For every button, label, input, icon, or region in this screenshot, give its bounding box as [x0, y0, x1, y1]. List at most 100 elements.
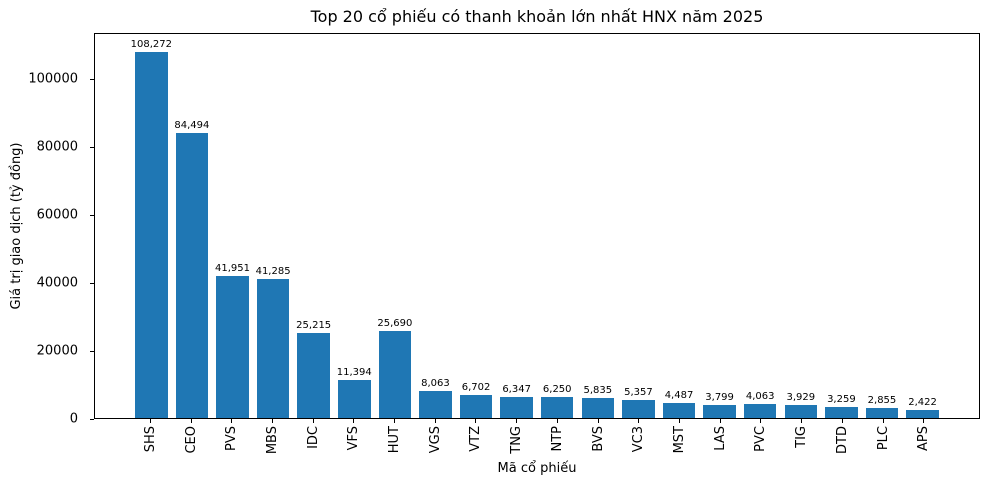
bar-idc [297, 332, 330, 418]
x-tick-label-pvs: PVS [224, 426, 240, 451]
x-tick-label-shs: SHS [142, 426, 158, 453]
bar-tig [784, 404, 818, 418]
x-tick-label-ceo: CEO [183, 426, 199, 454]
bar-dtd [825, 407, 858, 418]
x-tick-mark [556, 419, 558, 423]
bar-vgs [419, 390, 452, 418]
x-tick-slot: TIG [781, 419, 822, 454]
x-tick-label-vgs: VGS [427, 426, 443, 454]
x-tick-slot: SHS [130, 419, 171, 454]
bar-value-label: 2,855 [867, 395, 897, 407]
bar-slot-vgs: 8,063 [415, 34, 456, 418]
bar-slot-mbs: 41,285 [253, 34, 294, 418]
bar-vc3 [622, 399, 655, 418]
x-tick-label-tig: TIG [794, 426, 810, 448]
bar-value-label: 8,063 [421, 377, 450, 389]
x-tick-label-pvc: PVC [753, 426, 769, 452]
y-tick-label: 20000 [36, 343, 78, 359]
x-tick-mark [719, 419, 721, 423]
bar-value-label: 4,063 [745, 391, 775, 403]
x-tick-slot: MST [659, 419, 700, 454]
x-tick-label-aps: APS [916, 426, 932, 451]
plot-area: 108,272 84,494 41,951 41,285 25,215 11,394 25,… [94, 33, 980, 419]
x-tick-slot: APS [903, 419, 944, 454]
bar-slot-aps: 2,422 [902, 34, 943, 418]
x-tick-mark [353, 419, 355, 423]
bar-vfs [338, 379, 371, 418]
bar-mst [662, 402, 696, 418]
chart-title: Top 20 cổ phiếu có thanh khoản lớn nhất … [310, 7, 764, 26]
y-tick-label: 0 [69, 411, 78, 427]
x-tick-mark [271, 419, 273, 423]
x-axis-label: Mã cổ phiếu [497, 461, 577, 476]
y-tick-mark [90, 79, 94, 81]
bar-slot-shs: 108,272 [131, 34, 172, 418]
bar-plc [865, 408, 899, 418]
x-tick-label-idc: IDC [305, 426, 321, 449]
x-tick-label-mbs: MBS [264, 426, 280, 455]
bar-value-label: 108,272 [130, 39, 172, 51]
bar-slot-las: 3,799 [699, 34, 740, 418]
x-tick-mark [149, 419, 151, 423]
bar-aps [906, 409, 939, 418]
bar-tng [500, 396, 533, 418]
bar-slot-vc3: 5,357 [618, 34, 659, 418]
bars-container: 108,272 84,494 41,951 41,285 25,215 11,394 25,… [95, 34, 979, 418]
x-tick-slot: TNG [496, 419, 537, 454]
x-tick-slot: DTD [822, 419, 863, 454]
x-tick-slot: LAS [700, 419, 741, 454]
x-tick-slot: VGS [415, 419, 456, 454]
bar-slot-hut: 25,690 [375, 34, 416, 418]
x-tick-label-vfs: VFS [346, 426, 362, 451]
bar-slot-idc: 25,215 [293, 34, 334, 418]
y-tick-mark [90, 147, 94, 149]
x-tick-mark [923, 419, 925, 423]
bar-value-label: 3,259 [827, 394, 856, 405]
bar-pvs [216, 276, 249, 418]
x-tick-label-las: LAS [712, 426, 728, 451]
x-tick-mark [475, 419, 477, 423]
x-tick-slot: CEO [171, 419, 212, 454]
bar-value-label: 6,347 [502, 383, 531, 395]
bar-value-label: 3,929 [786, 391, 816, 403]
bar-slot-ntp: 6,250 [537, 34, 578, 418]
x-tick-slot: IDC [293, 419, 334, 454]
y-tick-label: 40000 [36, 275, 78, 291]
x-tick-mark [231, 419, 233, 423]
x-tick-mark [760, 419, 762, 423]
bar-pvc [743, 404, 777, 418]
x-tick-slot: MBS [252, 419, 293, 454]
x-tick-slot: VFS [334, 419, 375, 454]
x-tick-mark [190, 419, 192, 423]
bar-slot-vtz: 6,702 [456, 34, 497, 418]
x-tick-mark [801, 419, 803, 423]
bar-vtz [459, 395, 493, 418]
x-tick-mark [841, 419, 843, 423]
x-tick-slot: NTP [537, 419, 578, 454]
x-tick-slot: HUT [374, 419, 415, 454]
bar-value-label: 2,422 [908, 396, 937, 408]
bar-slot-vfs: 11,394 [334, 34, 375, 418]
bar-value-label: 41,951 [214, 263, 250, 275]
y-tick-label: 60000 [36, 207, 78, 223]
bar-ceo [175, 132, 209, 418]
bar-mbs [256, 278, 290, 418]
x-tick-slot: PVC [741, 419, 782, 454]
bar-shs [135, 52, 168, 418]
x-tick-mark [597, 419, 599, 423]
x-tick-label-mst: MST [671, 426, 687, 454]
x-tick-label-bvs: BVS [590, 426, 606, 452]
x-tick-mark [394, 419, 396, 423]
bar-bvs [581, 398, 615, 418]
x-tick-slot: PLC [863, 419, 904, 454]
bar-value-label: 84,494 [174, 119, 210, 131]
bar-slot-plc: 2,855 [862, 34, 903, 418]
x-tick-mark [516, 419, 518, 423]
x-tick-mark [434, 419, 436, 423]
y-axis-label: Giá trị giao dịch (tỷ đồng) [9, 142, 25, 310]
bar-slot-tng: 6,347 [496, 34, 537, 418]
x-tick-label-ntp: NTP [549, 426, 565, 452]
y-tick-mark [90, 215, 94, 217]
x-tick-slot: PVS [211, 419, 252, 454]
